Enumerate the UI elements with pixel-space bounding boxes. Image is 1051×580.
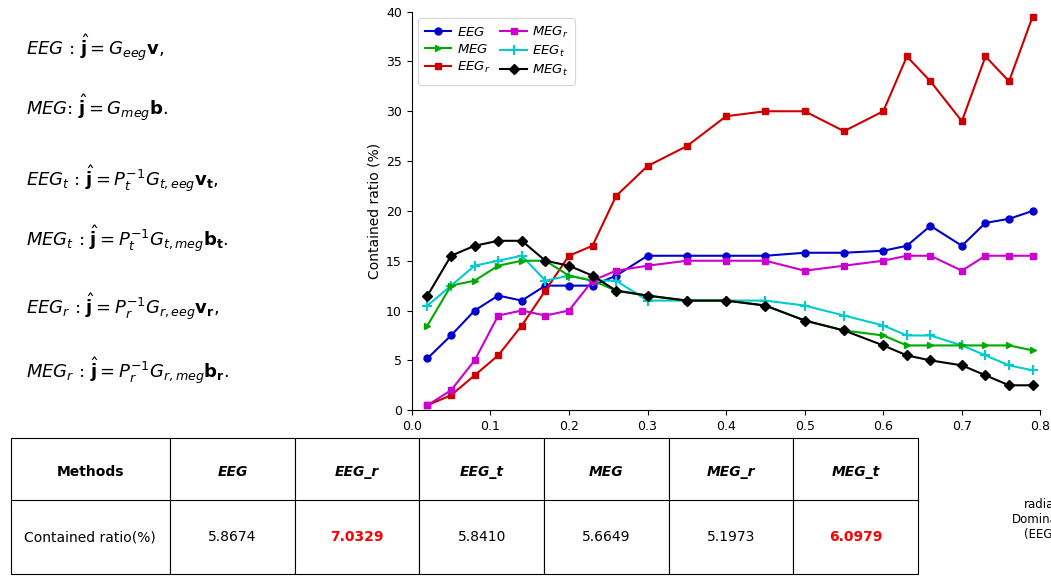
Text: $MEG_r$ : $\hat{\mathbf{j}}$$=P_r^{-1}G_{r,meg}\mathbf{b_r}.$: $MEG_r$ : $\hat{\mathbf{j}}$$=P_r^{-1}G_… — [26, 355, 229, 386]
Text: 5.1973: 5.1973 — [706, 530, 756, 544]
Bar — [544, 500, 668, 574]
Text: $EEG$ : $\hat{\mathbf{j}}$$=G_{eeg}\mathbf{v},$: $EEG$ : $\hat{\mathbf{j}}$$=G_{eeg}\math… — [26, 32, 164, 63]
Bar — [668, 500, 794, 574]
Text: 5.8674: 5.8674 — [208, 530, 256, 544]
Text: MEG_r: MEG_r — [706, 465, 756, 478]
Text: 5.8410: 5.8410 — [457, 530, 506, 544]
Bar — [668, 437, 794, 506]
Text: tangential
Dominant
(MEG): tangential Dominant (MEG) — [382, 498, 442, 541]
Text: radial
Dominant
(EEG): radial Dominant (EEG) — [1011, 498, 1051, 541]
Text: 7.0329: 7.0329 — [330, 530, 384, 544]
Bar — [294, 500, 419, 574]
Bar — [419, 500, 544, 574]
Text: 6.0979: 6.0979 — [829, 530, 882, 544]
Text: EEG: EEG — [218, 465, 248, 478]
Text: $MEG$: $\hat{\mathbf{j}}$$=G_{meg}\mathbf{b}.$: $MEG$: $\hat{\mathbf{j}}$$=G_{meg}\mathb… — [26, 92, 168, 123]
Bar — [11, 437, 170, 506]
Text: EEG_r: EEG_r — [335, 465, 379, 478]
Text: MEG: MEG — [589, 465, 623, 478]
Bar — [170, 500, 294, 574]
Bar — [11, 500, 170, 574]
Bar — [794, 437, 918, 506]
X-axis label: γ: γ — [721, 436, 731, 454]
Legend: $EEG$, $MEG$, $EEG_r$, $MEG_r$, $EEG_t$, $MEG_t$: $EEG$, $MEG$, $EEG_r$, $MEG_r$, $EEG_t$,… — [418, 18, 575, 85]
Text: Methods: Methods — [57, 465, 124, 478]
Text: $EEG_t$ : $\hat{\mathbf{j}}$$=P_t^{-1}G_{t,eeg}\mathbf{v_t},$: $EEG_t$ : $\hat{\mathbf{j}}$$=P_t^{-1}G_… — [26, 164, 219, 194]
Bar — [544, 437, 668, 506]
Text: $MEG_t$ : $\hat{\mathbf{j}}$$=P_t^{-1}G_{t,meg}\mathbf{b_t}.$: $MEG_t$ : $\hat{\mathbf{j}}$$=P_t^{-1}G_… — [26, 223, 228, 254]
Bar — [294, 437, 419, 506]
Text: 5.6649: 5.6649 — [582, 530, 631, 544]
Text: $EEG_r$ : $\hat{\mathbf{j}}$$=P_r^{-1}G_{r,eeg}\mathbf{v_r},$: $EEG_r$ : $\hat{\mathbf{j}}$$=P_r^{-1}G_… — [26, 291, 220, 322]
Bar — [419, 437, 544, 506]
Text: MEG_t: MEG_t — [831, 465, 880, 478]
Text: EEG_t: EEG_t — [459, 465, 503, 478]
Text: Contained ratio(%): Contained ratio(%) — [24, 530, 157, 544]
Bar — [170, 437, 294, 506]
Y-axis label: Contained ratio (%): Contained ratio (%) — [368, 143, 382, 279]
Bar — [794, 500, 918, 574]
